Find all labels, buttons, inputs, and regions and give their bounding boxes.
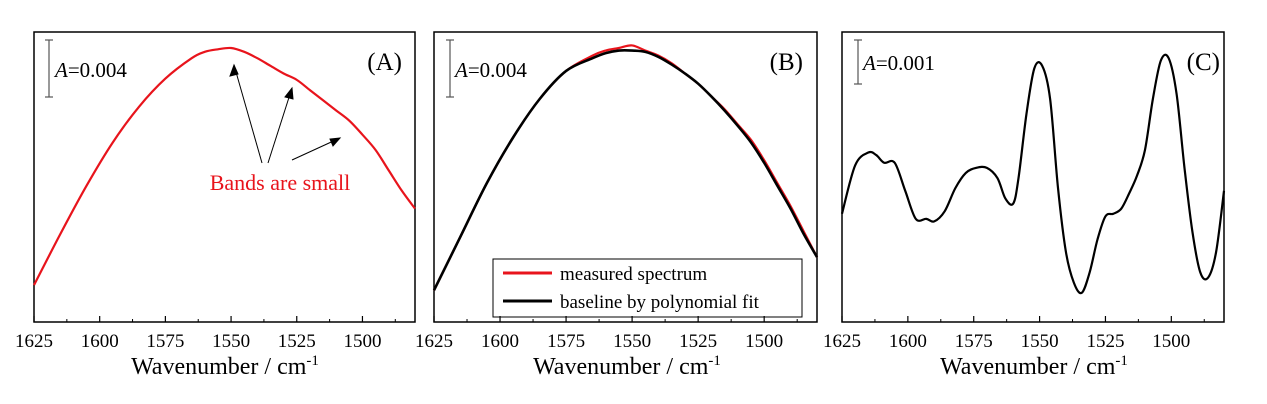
panel-c-series-spectrum xyxy=(840,53,1226,295)
panel-b-scale-label: =0.004 xyxy=(468,58,528,82)
svg-text:A=0.004: A=0.004 xyxy=(53,58,127,82)
legend-label-baseline: baseline by polynomial fit xyxy=(560,292,760,313)
x-tick-label: 1550 xyxy=(1021,331,1059,352)
panel-a-annotation-arrows xyxy=(229,63,342,164)
x-tick-label: 1550 xyxy=(212,331,250,352)
panel-c-x-ticks: 1625 1600 1575 1550 1525 1500 xyxy=(823,316,1205,352)
x-tick-label: 1600 xyxy=(889,331,927,352)
svg-text:A=0.001: A=0.001 xyxy=(861,51,935,75)
x-tick-label: 1525 xyxy=(1086,331,1124,352)
panel-b-xlabel: Wavenumber / cm-1 xyxy=(533,353,721,380)
x-tick-label: 1500 xyxy=(745,331,783,352)
panel-b-series-measured-spectrum xyxy=(433,44,818,291)
panel-b: A=0.004 (B) measured spectrum baseline b… xyxy=(415,31,819,380)
x-tick-label: 1550 xyxy=(613,331,651,352)
panel-c-scale-label: =0.001 xyxy=(876,51,935,75)
x-tick-label: 1525 xyxy=(679,331,717,352)
x-tick-label: 1625 xyxy=(15,331,53,352)
panel-b-frame xyxy=(433,31,818,323)
panel-a-annotation: Bands are small xyxy=(210,170,351,195)
panel-a-x-ticks: 1625 1600 1575 1550 1525 1500 xyxy=(15,316,396,352)
panel-b-series-baseline-by-polynomial-fit xyxy=(432,49,819,291)
panel-c: A=0.001 (C) 1625 1600 1575 1550 1525 1500 Wav… xyxy=(823,31,1226,380)
panel-b-scale-var: A xyxy=(453,58,468,82)
panel-a-plot-area xyxy=(33,46,416,286)
x-tick-label: 1600 xyxy=(81,331,119,352)
panel-a-scale-label: =0.004 xyxy=(68,58,128,82)
panel-a-letter: (A) xyxy=(367,49,402,76)
panel-a: A=0.004 (A) Bands are small 1625 1600 1575… xyxy=(15,31,416,380)
panel-c-letter: (C) xyxy=(1187,49,1220,76)
panel-c-plot-area xyxy=(840,53,1226,295)
x-tick-label: 1575 xyxy=(955,331,993,352)
panel-a-frame xyxy=(33,31,416,323)
x-tick-label: 1575 xyxy=(547,331,585,352)
x-tick-label: 1625 xyxy=(415,331,453,352)
x-tick-label: 1500 xyxy=(1152,331,1190,352)
panel-c-frame xyxy=(841,31,1225,323)
x-tick-label: 1625 xyxy=(823,331,861,352)
panel-c-xlabel: Wavenumber / cm-1 xyxy=(940,353,1128,380)
panel-b-scale-bar: A=0.004 xyxy=(446,39,527,98)
panel-a-series-spectrum xyxy=(33,46,416,286)
panel-a-xlabel: Wavenumber / cm-1 xyxy=(131,353,319,380)
panel-b-plot-area xyxy=(432,44,819,291)
panel-b-letter: (B) xyxy=(770,49,803,76)
x-tick-label: 1500 xyxy=(343,331,381,352)
panel-a-scale-bar: A=0.004 xyxy=(45,39,127,98)
x-tick-label: 1600 xyxy=(481,331,519,352)
panel-b-legend: measured spectrum baseline by polynomial… xyxy=(492,258,803,318)
svg-text:A=0.004: A=0.004 xyxy=(453,58,527,82)
x-tick-label: 1525 xyxy=(278,331,316,352)
panel-a-scale-var: A xyxy=(53,58,68,82)
legend-box xyxy=(492,258,803,318)
panel-b-x-ticks: 1625 1600 1575 1550 1525 1500 xyxy=(415,316,798,352)
x-tick-label: 1575 xyxy=(146,331,184,352)
panel-c-scale-bar: A=0.001 xyxy=(854,39,935,85)
panel-c-scale-var: A xyxy=(861,51,876,75)
legend-label-measured: measured spectrum xyxy=(560,264,707,285)
